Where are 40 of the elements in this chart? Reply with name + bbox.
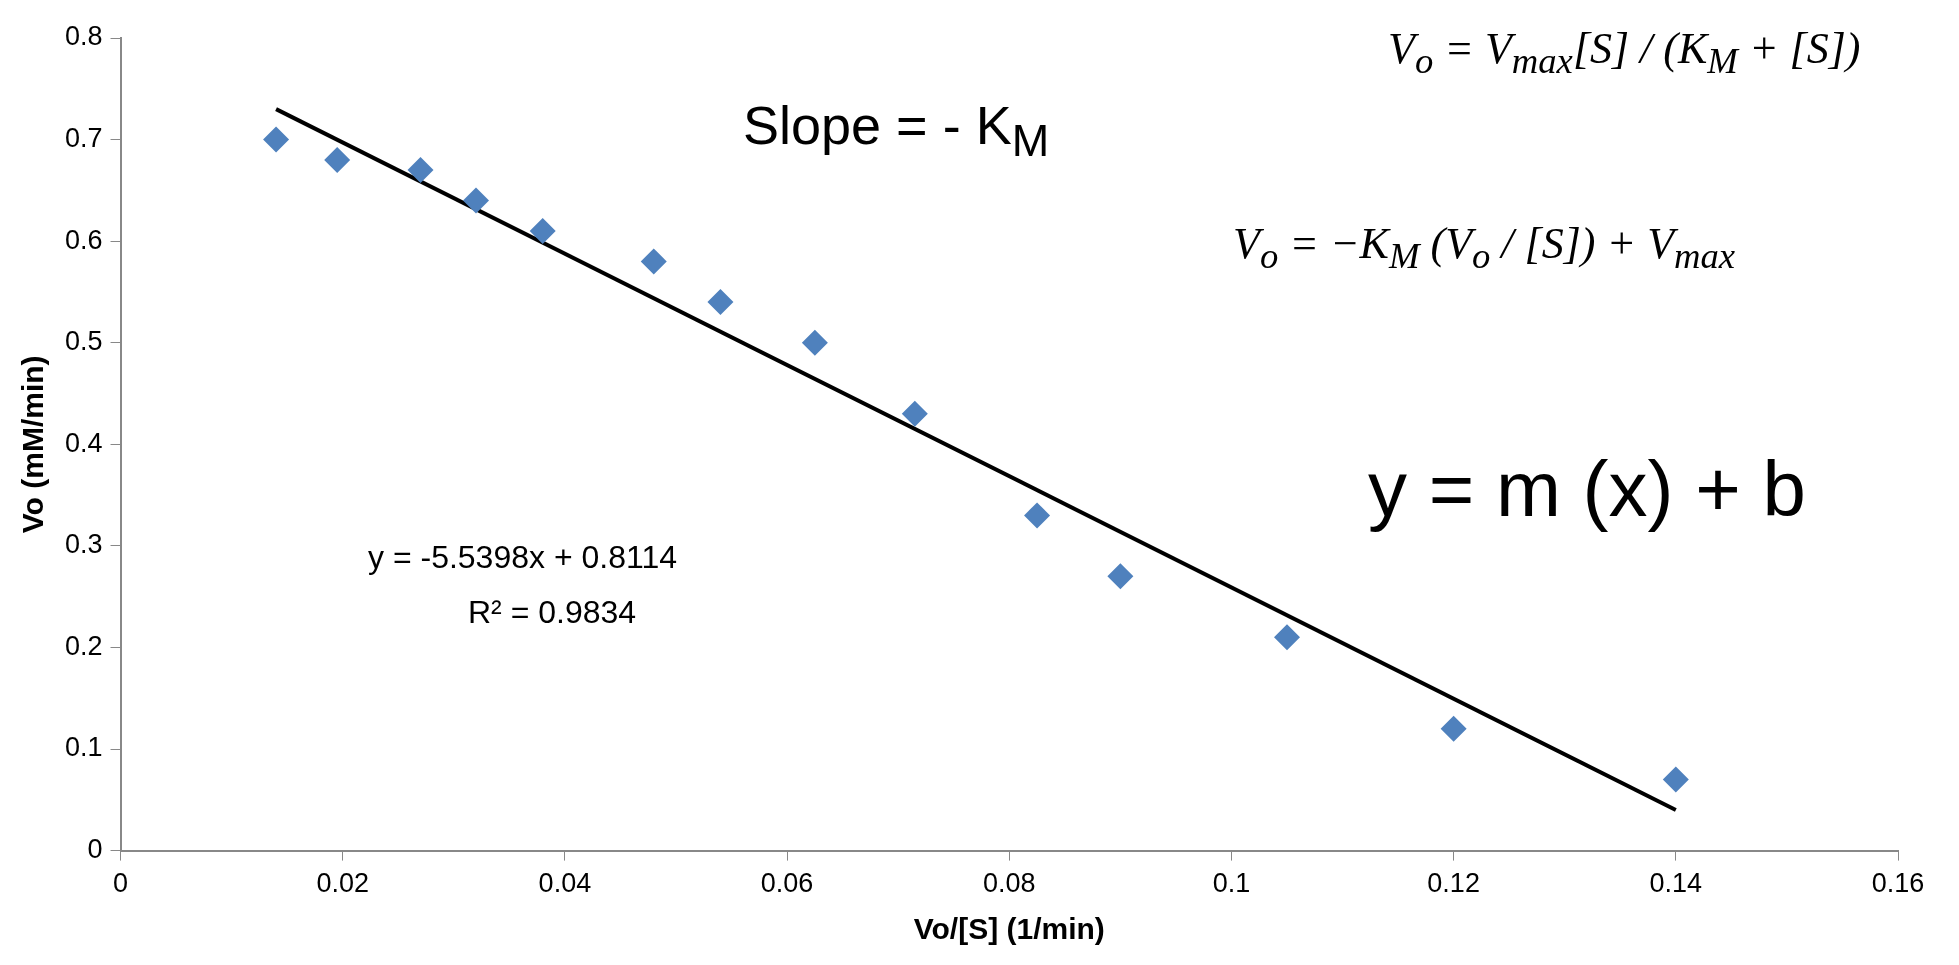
point	[463, 187, 490, 214]
y-tick-label: 0.8	[64, 21, 103, 52]
y-tick-label: 0.6	[64, 224, 103, 255]
annotation: R² = 0.9834	[468, 593, 637, 632]
x-axis-title: Vo/[S] (1/min)	[913, 912, 1105, 946]
point	[640, 248, 667, 275]
annotation: V$_{o}$ = −K$_{M}$ (V$_{o}$ / [S]) + V$_{max}$	[1233, 218, 1736, 278]
point	[1662, 766, 1689, 793]
annotation: y = m (x) + b	[1368, 444, 1806, 535]
point	[407, 157, 434, 184]
point	[529, 217, 556, 244]
y-tick-label: 0.3	[64, 529, 103, 560]
x-tick-label: 0.04	[538, 868, 592, 899]
x-tick-label: 0.08	[982, 868, 1036, 899]
point	[263, 126, 290, 153]
y-tick-label: 0.7	[64, 123, 103, 154]
x-tick-label: 0.14	[1649, 868, 1703, 899]
point	[1107, 563, 1134, 590]
point	[1440, 715, 1467, 742]
point	[1024, 502, 1051, 529]
x-tick-label: 0.16	[1871, 868, 1925, 899]
point	[801, 329, 828, 356]
y-tick-label: 0	[87, 834, 103, 865]
x-tick-label: 0.06	[760, 868, 814, 899]
x-tick-label: 0.02	[316, 868, 369, 899]
annotation: y = -5.5398x + 0.8114	[368, 538, 677, 577]
y-tick-label: 0.2	[64, 630, 103, 661]
annotation: Slope = - K$_{M}$	[743, 94, 1050, 168]
y-tick-label: 0.1	[64, 732, 103, 763]
x-tick-label: 0.1	[1212, 868, 1251, 899]
y-tick-label: 0.5	[64, 326, 103, 357]
point	[901, 400, 928, 427]
point	[324, 146, 351, 173]
x-tick-label: 0.12	[1427, 868, 1480, 899]
point	[707, 289, 734, 316]
y-tick-label: 0.4	[64, 427, 103, 458]
point	[1274, 624, 1300, 651]
x-tick-label: 0	[113, 868, 129, 899]
annotation: V$_{o}$ = V$_{max}$[S] / (K$_{M}$ + [S])	[1388, 23, 1861, 83]
y-axis-title: Vo (mM/min)	[16, 355, 50, 534]
